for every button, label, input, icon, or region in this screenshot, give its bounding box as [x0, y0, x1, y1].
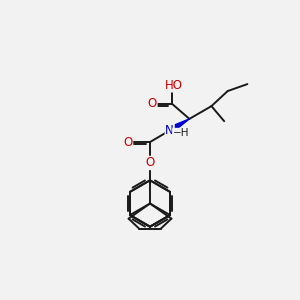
- Text: O: O: [123, 136, 133, 148]
- Text: −H: −H: [173, 128, 189, 138]
- Text: O: O: [146, 156, 154, 170]
- Polygon shape: [168, 119, 189, 133]
- Text: N: N: [165, 124, 174, 137]
- Text: HO: HO: [164, 79, 182, 92]
- Text: O: O: [148, 97, 157, 110]
